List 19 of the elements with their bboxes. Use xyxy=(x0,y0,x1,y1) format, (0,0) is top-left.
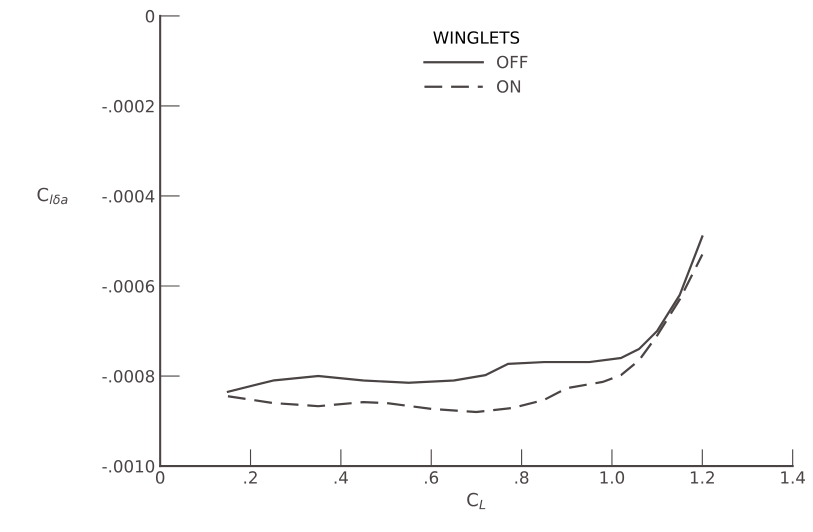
y-tick-label: -.0004 xyxy=(102,190,154,203)
y-tick-label: 0 xyxy=(146,10,154,23)
x-tick-label: 1.4 xyxy=(781,471,805,484)
y-tick-label: -.0010 xyxy=(102,460,154,473)
x-tick-label: .8 xyxy=(515,471,528,484)
x-axis-title: C$_{L}$ xyxy=(467,492,486,510)
x-tick-label: .4 xyxy=(334,471,348,484)
y-tick-label: -.0008 xyxy=(102,370,154,383)
x-tick-label: 1.2 xyxy=(690,471,714,484)
y-tick-label: -.0002 xyxy=(102,100,154,113)
x-tick-label: .6 xyxy=(425,471,438,484)
x-tick-label: .2 xyxy=(244,471,257,484)
y-axis-title: C$_{lδa}$ xyxy=(37,188,68,204)
x-tick-label: 0 xyxy=(156,471,164,484)
y-tick-label: -.0006 xyxy=(102,280,154,293)
legend-title: WINGLETS xyxy=(433,31,520,44)
legend-label: ON xyxy=(497,80,520,93)
legend-label: OFF xyxy=(497,56,528,68)
x-tick-label: 1.0 xyxy=(600,471,624,484)
